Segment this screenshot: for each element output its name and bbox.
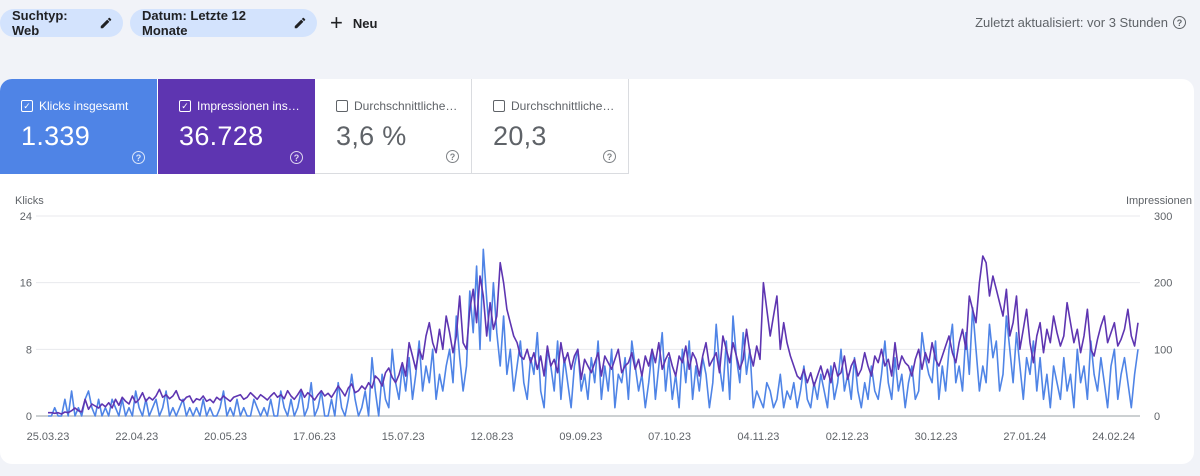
x-tick-label: 22.04.23 bbox=[115, 431, 158, 443]
metric-total-impressions[interactable]: ✓ Impressionen ins… 36.728 ? bbox=[158, 79, 315, 174]
checkbox-unchecked-icon[interactable] bbox=[493, 100, 505, 112]
x-tick-label: 20.05.23 bbox=[204, 431, 247, 443]
metric-average-position[interactable]: Durchschnittliche… 20,3 ? bbox=[472, 79, 629, 174]
metric-value: 3,6 % bbox=[336, 121, 407, 151]
right-tick-label: 200 bbox=[1154, 278, 1172, 290]
checkbox-checked-icon[interactable]: ✓ bbox=[179, 100, 191, 112]
search-type-label: Suchtyp: Web bbox=[12, 8, 68, 38]
x-tick-label: 07.10.23 bbox=[648, 431, 691, 443]
metric-label: Impressionen ins… bbox=[197, 99, 300, 113]
right-axis-title: Impressionen bbox=[1125, 195, 1192, 207]
new-filter-button[interactable]: + Neu bbox=[330, 9, 377, 37]
x-tick-label: 09.09.23 bbox=[559, 431, 602, 443]
pencil-icon bbox=[99, 16, 113, 30]
x-tick-label: 25.03.23 bbox=[27, 431, 70, 443]
series-line-impressionen bbox=[48, 255, 1139, 415]
checkbox-checked-icon[interactable]: ✓ bbox=[21, 100, 33, 112]
metric-total-clicks[interactable]: ✓ Klicks insgesamt 1.339 ? bbox=[0, 79, 157, 174]
metric-label: Durchschnittliche… bbox=[511, 99, 615, 113]
metric-value: 36.728 bbox=[179, 121, 264, 151]
toolbar: Suchtyp: Web Datum: Letzte 12 Monate + N… bbox=[0, 0, 1200, 48]
x-tick-label: 30.12.23 bbox=[915, 431, 958, 443]
left-tick-label: 24 bbox=[20, 211, 32, 223]
x-tick-label: 27.01.24 bbox=[1003, 431, 1046, 443]
right-tick-label: 0 bbox=[1154, 411, 1160, 423]
right-tick-label: 100 bbox=[1154, 344, 1172, 356]
metric-label: Durchschnittliche… bbox=[354, 99, 458, 113]
left-tick-label: 16 bbox=[20, 278, 32, 290]
new-filter-label: Neu bbox=[352, 15, 378, 31]
x-tick-label: 04.11.23 bbox=[737, 431, 779, 443]
date-range-label: Datum: Letzte 12 Monate bbox=[142, 8, 247, 38]
x-tick-label: 24.02.24 bbox=[1092, 431, 1135, 443]
left-tick-label: 0 bbox=[26, 411, 32, 423]
series-line-klicks bbox=[48, 248, 1139, 417]
help-icon[interactable]: ? bbox=[603, 150, 616, 163]
help-icon[interactable]: ? bbox=[446, 150, 459, 163]
left-tick-label: 8 bbox=[26, 344, 32, 356]
metric-value: 20,3 bbox=[493, 121, 547, 151]
right-tick-label: 300 bbox=[1154, 211, 1172, 223]
last-updated: Zuletzt aktualisiert: vor 3 Stunden ? bbox=[975, 15, 1186, 30]
search-type-chip[interactable]: Suchtyp: Web bbox=[0, 8, 123, 38]
x-tick-label: 12.08.23 bbox=[471, 431, 514, 443]
pencil-icon bbox=[293, 16, 307, 30]
last-updated-text: Zuletzt aktualisiert: vor 3 Stunden bbox=[975, 15, 1168, 30]
metric-average-ctr[interactable]: Durchschnittliche… 3,6 % ? bbox=[315, 79, 472, 174]
x-tick-label: 15.07.23 bbox=[382, 431, 425, 443]
help-icon[interactable]: ? bbox=[1173, 16, 1186, 29]
metric-label: Klicks insgesamt bbox=[39, 99, 129, 113]
left-axis-title: Klicks bbox=[15, 195, 44, 207]
x-tick-label: 17.06.23 bbox=[293, 431, 336, 443]
metric-value: 1.339 bbox=[21, 121, 91, 151]
help-icon[interactable]: ? bbox=[290, 151, 303, 164]
plus-icon: + bbox=[330, 10, 343, 35]
date-range-chip[interactable]: Datum: Letzte 12 Monate bbox=[130, 8, 317, 38]
checkbox-unchecked-icon[interactable] bbox=[336, 100, 348, 112]
help-icon[interactable]: ? bbox=[132, 151, 145, 164]
x-tick-label: 02.12.23 bbox=[826, 431, 869, 443]
